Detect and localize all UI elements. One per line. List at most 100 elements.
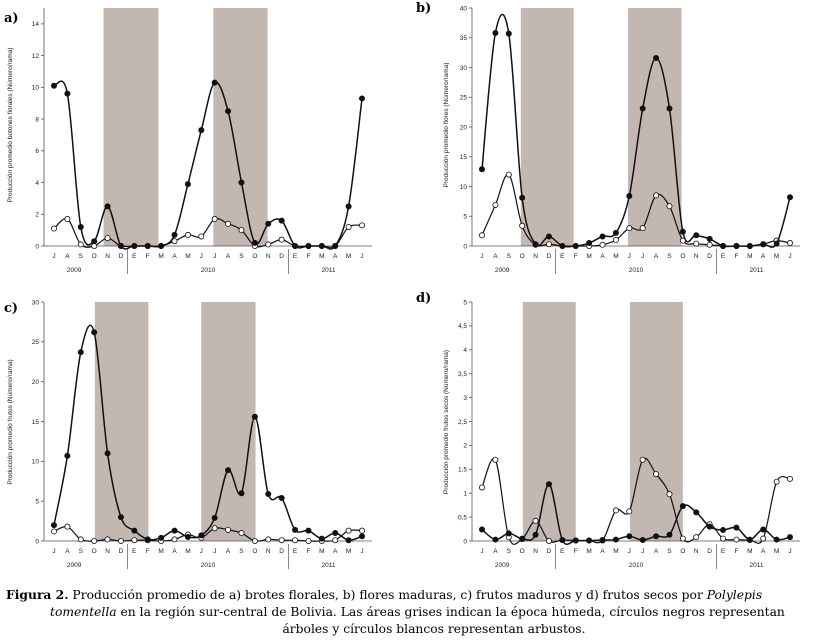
data-point-shrubs <box>478 484 485 491</box>
x-tick-label: J <box>788 548 791 555</box>
data-point-trees <box>345 203 352 210</box>
caption-species-genus: Polylepis <box>706 588 763 602</box>
data-point-trees <box>666 105 673 112</box>
data-point-shrubs <box>532 517 539 524</box>
y-tick-label: 8 <box>35 116 39 123</box>
y-tick-label: 20 <box>32 379 40 386</box>
data-point-shrubs <box>787 240 794 247</box>
y-tick-label: 30 <box>460 65 468 72</box>
y-tick-label: 0 <box>463 243 467 250</box>
x-tick-label: J <box>480 253 483 260</box>
x-tick-label: J <box>52 548 55 555</box>
x-tick-label: A <box>65 548 70 555</box>
year-label: 2010 <box>629 267 644 274</box>
x-tick-label: O <box>252 548 257 555</box>
data-point-trees <box>612 229 619 236</box>
data-point-trees <box>639 537 646 544</box>
data-point-trees <box>265 220 272 227</box>
y-tick-label: 35 <box>460 35 468 42</box>
x-tick-label: M <box>319 253 324 260</box>
data-point-trees <box>77 223 84 230</box>
y-tick-label: 10 <box>32 459 40 466</box>
data-point-shrubs <box>265 536 272 543</box>
wet-season-band <box>201 302 256 541</box>
x-tick-label: A <box>172 253 177 260</box>
data-point-shrubs <box>198 233 205 240</box>
data-point-trees <box>653 533 660 540</box>
data-point-trees <box>653 54 660 61</box>
x-tick-label: N <box>105 253 110 260</box>
wet-season-band <box>94 302 149 541</box>
y-tick-label: 15 <box>32 419 40 426</box>
data-point-shrubs <box>171 238 178 245</box>
x-tick-label: J <box>200 548 203 555</box>
data-point-trees <box>599 537 606 544</box>
year-label: 2010 <box>201 267 216 274</box>
y-tick-label: 4 <box>463 347 467 354</box>
x-tick-label: M <box>586 548 591 555</box>
data-point-trees <box>225 467 232 474</box>
wet-season-band <box>627 8 682 246</box>
data-point-shrubs <box>358 222 365 229</box>
data-point-trees <box>198 532 205 539</box>
y-tick-label: 40 <box>460 5 468 12</box>
data-point-trees <box>572 242 579 249</box>
data-point-trees <box>532 241 539 248</box>
x-tick-label: S <box>667 548 672 555</box>
x-tick-label: A <box>226 548 231 555</box>
data-point-trees <box>305 242 312 249</box>
x-tick-label: J <box>213 253 216 260</box>
data-point-trees <box>211 79 218 86</box>
data-point-shrubs <box>64 523 71 530</box>
data-point-trees <box>586 537 593 544</box>
x-tick-label: A <box>226 253 231 260</box>
y-tick-label: 3 <box>463 395 467 402</box>
data-point-trees <box>131 242 138 249</box>
data-point-shrubs <box>77 241 84 248</box>
data-point-shrubs <box>653 192 660 199</box>
data-point-trees <box>104 203 111 210</box>
x-tick-label: A <box>172 548 177 555</box>
wet-season-band <box>520 8 574 246</box>
data-point-shrubs <box>305 538 312 545</box>
data-point-shrubs <box>292 537 299 544</box>
data-point-trees <box>492 536 499 543</box>
data-point-trees <box>720 242 727 249</box>
y-tick-label: 1 <box>463 491 467 498</box>
data-point-shrubs <box>478 232 485 239</box>
data-point-trees <box>158 242 165 249</box>
data-point-shrubs <box>251 538 258 545</box>
data-point-shrubs <box>505 171 512 178</box>
data-point-shrubs <box>278 236 285 243</box>
data-point-trees <box>478 526 485 533</box>
y-tick-label: 0,5 <box>458 514 467 521</box>
x-tick-label: D <box>119 253 124 260</box>
data-point-trees <box>77 349 84 356</box>
x-tick-label: O <box>520 548 525 555</box>
x-tick-label: M <box>586 253 591 260</box>
y-tick-label: 1,5 <box>458 467 467 474</box>
data-point-shrubs <box>278 537 285 544</box>
y-tick-label: 5 <box>463 214 467 221</box>
y-tick-label: 15 <box>460 154 468 161</box>
data-point-shrubs <box>238 530 245 537</box>
data-point-trees <box>131 527 138 534</box>
data-point-trees <box>666 531 673 538</box>
data-point-shrubs <box>332 537 339 544</box>
data-point-shrubs <box>171 536 178 543</box>
year-label: 2009 <box>495 562 510 569</box>
x-tick-label: J <box>213 548 216 555</box>
panel-label: c) <box>4 301 18 316</box>
data-point-trees <box>639 105 646 112</box>
x-tick-label: M <box>319 548 324 555</box>
data-point-shrubs <box>211 525 218 532</box>
data-point-shrubs <box>545 241 552 248</box>
x-tick-label: J <box>200 253 203 260</box>
x-tick-label: A <box>493 253 498 260</box>
data-point-trees <box>184 534 191 541</box>
x-tick-label: N <box>266 253 271 260</box>
year-label: 2010 <box>201 562 216 569</box>
data-point-trees <box>545 233 552 240</box>
data-point-trees <box>478 166 485 173</box>
x-tick-label: A <box>600 548 605 555</box>
